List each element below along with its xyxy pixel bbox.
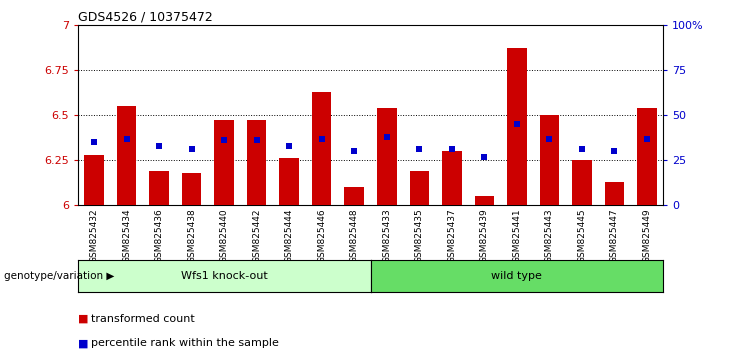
Bar — [410, 171, 429, 205]
Bar — [605, 182, 624, 205]
Text: transformed count: transformed count — [91, 314, 195, 324]
Text: ■: ■ — [78, 338, 88, 348]
Bar — [247, 120, 267, 205]
Bar — [150, 171, 169, 205]
Bar — [637, 108, 657, 205]
Bar — [507, 48, 527, 205]
Text: wild type: wild type — [491, 271, 542, 281]
Bar — [312, 92, 331, 205]
Bar — [214, 120, 234, 205]
Bar — [182, 173, 202, 205]
Bar — [117, 106, 136, 205]
Text: percentile rank within the sample: percentile rank within the sample — [91, 338, 279, 348]
Bar — [572, 160, 591, 205]
Text: genotype/variation ▶: genotype/variation ▶ — [4, 271, 114, 281]
Bar — [442, 151, 462, 205]
Bar — [474, 196, 494, 205]
Bar — [377, 108, 396, 205]
Bar — [345, 187, 364, 205]
Text: GDS4526 / 10375472: GDS4526 / 10375472 — [78, 11, 213, 24]
Bar — [539, 115, 559, 205]
Bar — [84, 155, 104, 205]
Text: ■: ■ — [78, 314, 88, 324]
Bar — [279, 158, 299, 205]
Text: Wfs1 knock-out: Wfs1 knock-out — [181, 271, 268, 281]
